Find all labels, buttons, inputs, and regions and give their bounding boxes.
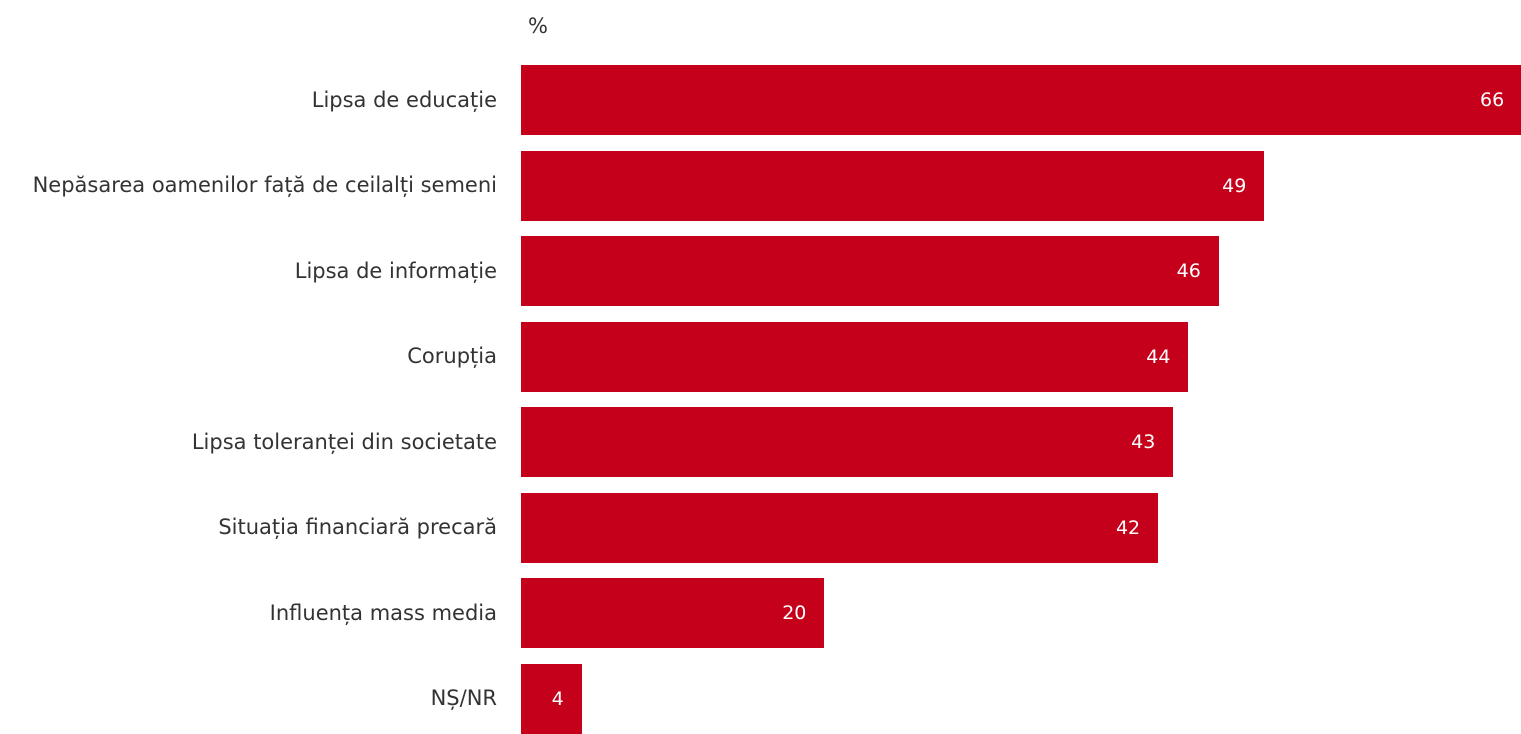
value-label: 42 [1115,516,1141,539]
bar [521,150,1265,221]
category-label: Corupția [0,322,497,392]
category-label-text: NȘ/NR [430,686,497,710]
category-label-text: Situația financiară precară [218,515,497,539]
bar [521,492,1159,563]
bar [521,578,825,648]
value-label: 66 [1480,89,1505,111]
category-label: NȘ/NR [0,664,497,734]
unit-label: % [528,14,548,38]
category-label: Nepăsarea oamenilor față de ceilalți sem… [0,151,497,221]
category-label: Situația financiară precară [0,493,497,563]
category-label: Influența mass media [0,578,497,648]
value-label: 49 [1222,174,1247,197]
category-label-text: Lipsa toleranței din societate [191,429,497,454]
value-label: 43 [1131,431,1156,453]
category-label: Lipsa toleranței din societate [0,407,497,477]
value-label: 20 [782,602,807,624]
bar [521,65,1521,135]
category-label: Lipsa de educație [0,65,497,135]
bar [521,663,582,734]
value-label: 44 [1146,345,1171,368]
category-label-text: Lipsa de informație [294,258,497,283]
category-label-text: Corupția [407,344,497,368]
category-label-text: Influența mass media [269,600,497,625]
category-label-text: Nepăsarea oamenilor față de ceilalți sem… [32,173,497,197]
category-label-text: Lipsa de educație [311,87,497,112]
bar [521,407,1174,477]
bar [521,321,1189,392]
value-label: 46 [1176,260,1201,282]
value-label: 4 [551,687,564,710]
category-label: Lipsa de informație [0,236,497,306]
bar [521,236,1219,306]
